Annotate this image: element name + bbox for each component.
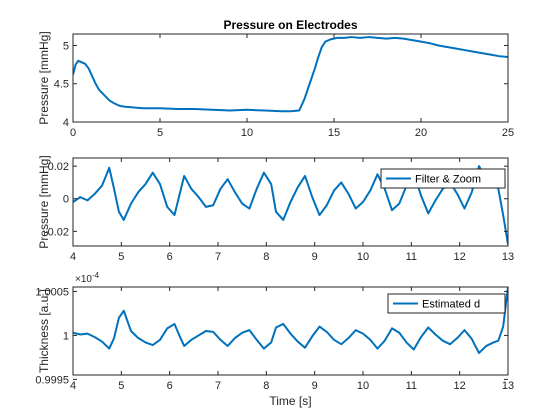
legend-label: Estimated d: [422, 299, 480, 311]
x-tick-label: 10: [357, 380, 369, 392]
x-tick-label: 12: [454, 251, 466, 263]
x-tick-label: 6: [167, 380, 173, 392]
x-tick-label: 4: [70, 251, 76, 263]
y-axis-label: Thickness [a.u.]: [37, 289, 51, 373]
y-tick-label: 4: [63, 117, 69, 129]
y-tick-label: 1.0005: [35, 286, 69, 298]
x-tick-label: 13: [502, 251, 514, 263]
x-tick-label: 8: [263, 251, 269, 263]
x-tick-label: 6: [167, 251, 173, 263]
x-tick-label: 9: [312, 380, 318, 392]
y-tick-label: -0.02: [44, 226, 69, 238]
x-tick-label: 9: [312, 251, 318, 263]
x-tick-label: 20: [415, 127, 427, 139]
x-tick-label: 0: [70, 127, 76, 139]
x-tick-label: 15: [328, 127, 340, 139]
x-tick-label: 12: [454, 380, 466, 392]
legend: Filter & Zoom: [380, 168, 506, 189]
y-tick-label: 0: [63, 194, 69, 206]
subplot-3: 4 5 6 7 8 9 10 11 12 13 0.9995 1 1.0005 ×10-4 Thicknes…: [35, 271, 514, 408]
series-line-1: [73, 287, 508, 354]
x-tick-label: 13: [502, 380, 514, 392]
y-exponent-power: -4: [92, 271, 100, 280]
x-tick-label: 4: [70, 380, 76, 392]
x-tick-label: 7: [215, 380, 221, 392]
axes-box: [72, 157, 509, 247]
x-tick-label: 10: [357, 251, 369, 263]
axes-box: [72, 286, 509, 376]
y-axis-label: Pressure [mmHg]: [37, 155, 51, 248]
subplot-1: 0 5 10 15 20 25 4 4.5 5 Pressure on Electrodes Pre…: [37, 18, 514, 139]
y-tick-label: 1: [63, 330, 69, 342]
chart-title: Pressure on Electrodes: [223, 18, 357, 32]
x-tick-label: 5: [118, 251, 124, 263]
x-tick-label: 5: [157, 127, 163, 139]
x-tick-label: 25: [502, 127, 514, 139]
x-tick-label: 5: [118, 380, 124, 392]
y-exponent-label: ×10-4: [75, 271, 100, 285]
y-tick-label: 0.02: [48, 161, 69, 173]
x-axis-label: Time [s]: [269, 394, 311, 408]
legend-box: [387, 293, 506, 314]
y-axis-label: Pressure [mmHg]: [37, 31, 51, 124]
y-tick-label: 0.9995: [35, 374, 69, 386]
y-tick-label: 5: [63, 40, 69, 52]
legend-box: [380, 168, 506, 189]
x-tick-label: 10: [241, 127, 253, 139]
x-tick-label: 7: [215, 251, 221, 263]
axes-box: [72, 33, 509, 123]
y-tick-label: 4.5: [54, 79, 69, 91]
x-tick-label: 8: [263, 380, 269, 392]
series-line-1: [73, 36, 508, 113]
series-line-1: [73, 165, 508, 245]
legend-label: Filter & Zoom: [415, 174, 481, 186]
legend: Estimated d: [387, 293, 506, 314]
x-tick-label: 11: [406, 251, 417, 263]
x-tick-label: 11: [406, 380, 417, 392]
